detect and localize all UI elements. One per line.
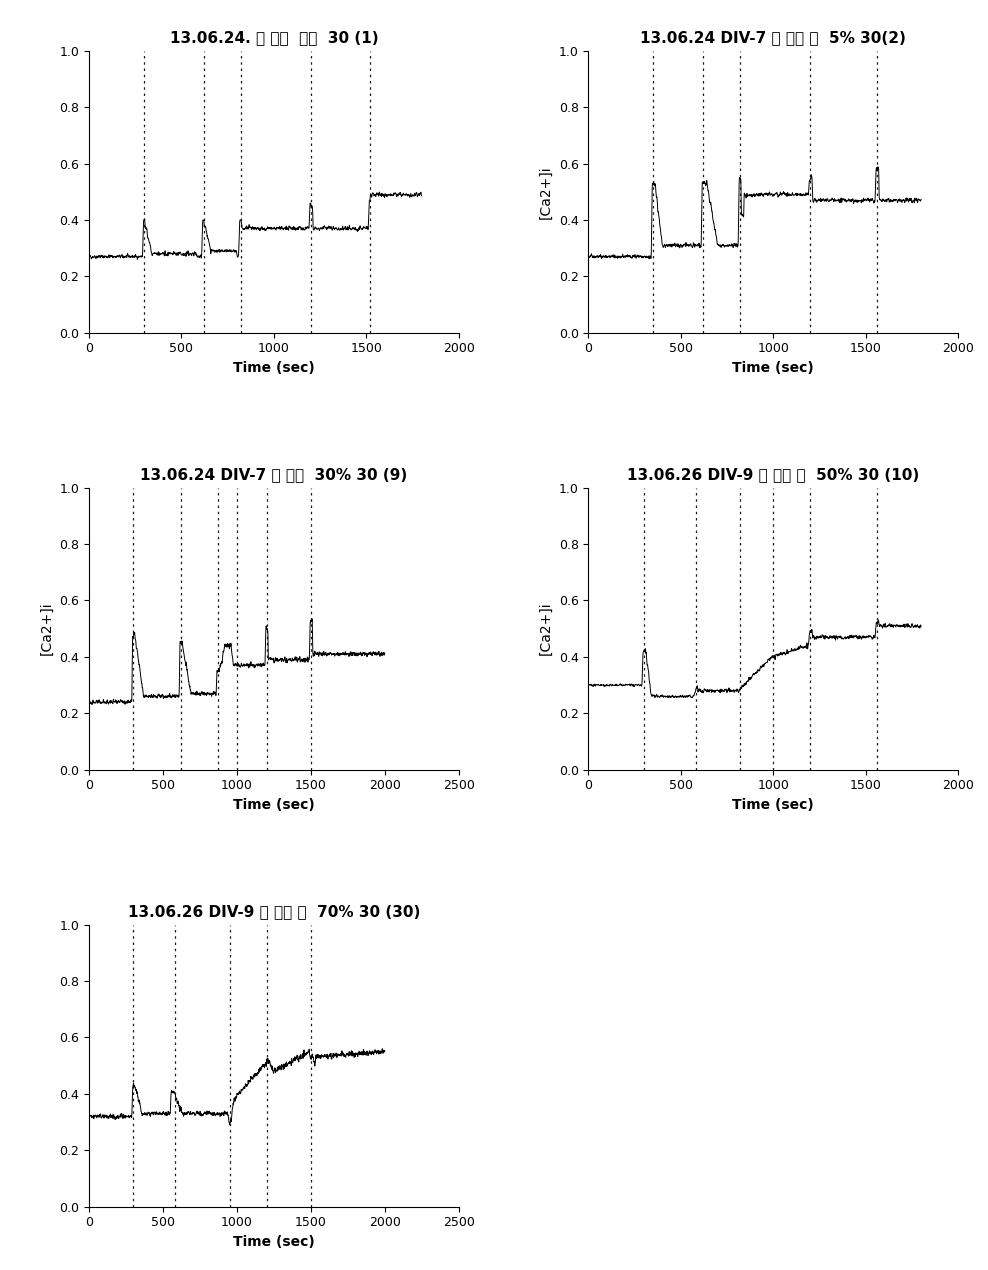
Title: 13.06.24 DIV-7 중 국잎  30% 30 (9): 13.06.24 DIV-7 중 국잎 30% 30 (9) [140,467,407,483]
X-axis label: Time (sec): Time (sec) [233,798,315,812]
X-axis label: Time (sec): Time (sec) [233,1234,315,1248]
Title: 13.06.26 DIV-9 중 국산 잎  70% 30 (30): 13.06.26 DIV-9 중 국산 잎 70% 30 (30) [127,904,420,919]
Title: 13.06.26 DIV-9 중 국산 잎  50% 30 (10): 13.06.26 DIV-9 중 국산 잎 50% 30 (10) [627,467,920,483]
X-axis label: Time (sec): Time (sec) [732,798,814,812]
Y-axis label: [Ca2+]i: [Ca2+]i [40,602,53,655]
X-axis label: Time (sec): Time (sec) [732,361,814,375]
Y-axis label: [Ca2+]i: [Ca2+]i [539,602,553,655]
Y-axis label: [Ca2+]i: [Ca2+]i [539,165,553,218]
Title: 13.06.24. 중 국잎  열수  30 (1): 13.06.24. 중 국잎 열수 30 (1) [170,30,378,46]
X-axis label: Time (sec): Time (sec) [233,361,315,375]
Title: 13.06.24 DIV-7 중 국산 잎  5% 30(2): 13.06.24 DIV-7 중 국산 잎 5% 30(2) [640,30,906,46]
